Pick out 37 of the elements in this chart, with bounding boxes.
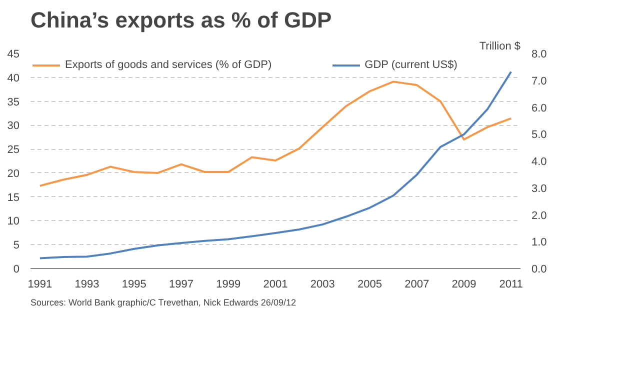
y2-tick-label: 0.0 [532,264,547,276]
y-tick-label: 10 [7,216,20,228]
y-tick-label: 35 [7,96,20,108]
y2-tick-label: 2.0 [532,210,547,222]
x-tick-label: 1995 [122,278,146,290]
y-tick-label: 45 [7,48,20,60]
y2-tick-label: 7.0 [532,75,547,88]
y2-tick-label: 3.0 [532,182,547,195]
y2-tick-label: 5.0 [532,129,547,142]
y2-axis-title: Trillion $ [479,40,521,52]
x-tick-label: 2005 [357,278,382,290]
x-tick-label: 1999 [216,278,241,290]
line-series [38,80,512,187]
y-tick-label: 20 [7,168,20,180]
chart-title: China’s exports as % of GDP [30,8,332,32]
x-tick-label: 2007 [404,278,430,290]
y2-tick-label: 8.0 [532,48,547,60]
y-tick-label: 40 [7,72,20,84]
x-tick-label: 1991 [28,278,52,290]
y2-tick-label: 6.0 [532,102,547,114]
legend-label: GDP (current US$) [364,59,458,71]
y2-tick-label: 1.0 [532,236,547,249]
y-tick-label: 25 [7,144,20,156]
x-tick-label: 1997 [169,278,194,290]
y2-tick-label: 4.0 [532,156,547,168]
y-tick-label: 5 [13,240,20,252]
y-tick-label: 15 [7,192,20,204]
source-note: Sources: World Bank graphic/C Trevethan, Nick Edwards 26/09/12 [30,298,296,308]
legend-label: Exports of goods and services (% of GDP) [65,59,272,71]
y-tick-label: 30 [7,120,20,132]
y-tick-label: 0 [13,264,20,276]
x-tick-label: 2003 [310,278,335,290]
x-tick-label: 1993 [74,278,100,290]
x-tick-label: 2011 [499,278,523,290]
x-tick-label: 2001 [263,278,288,290]
x-tick-label: 2009 [452,278,476,290]
line-series [38,70,512,260]
